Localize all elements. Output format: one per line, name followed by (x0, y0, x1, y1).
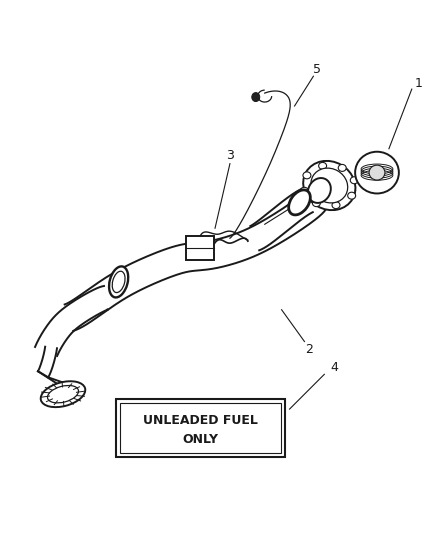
Ellipse shape (312, 200, 320, 207)
Ellipse shape (300, 187, 307, 194)
Polygon shape (64, 191, 328, 331)
Ellipse shape (251, 93, 259, 102)
Ellipse shape (347, 192, 355, 199)
Ellipse shape (354, 152, 398, 193)
Text: ONLY: ONLY (182, 433, 218, 446)
Ellipse shape (368, 165, 384, 180)
FancyBboxPatch shape (115, 399, 284, 457)
Ellipse shape (288, 190, 310, 215)
Ellipse shape (310, 168, 347, 203)
Text: 4: 4 (329, 361, 337, 374)
Text: 1: 1 (414, 77, 422, 90)
Ellipse shape (303, 161, 355, 210)
Text: 2: 2 (305, 343, 313, 356)
Text: UNLEADED FUEL: UNLEADED FUEL (142, 414, 257, 427)
Ellipse shape (350, 177, 357, 184)
Polygon shape (250, 189, 312, 251)
Text: 5: 5 (313, 63, 321, 76)
Ellipse shape (41, 381, 85, 407)
Ellipse shape (337, 164, 346, 172)
Ellipse shape (331, 201, 339, 208)
FancyBboxPatch shape (186, 236, 214, 260)
Polygon shape (35, 286, 108, 356)
Text: 3: 3 (226, 149, 233, 162)
Ellipse shape (109, 266, 128, 297)
Ellipse shape (302, 172, 310, 179)
Ellipse shape (318, 163, 326, 169)
Ellipse shape (307, 178, 330, 203)
